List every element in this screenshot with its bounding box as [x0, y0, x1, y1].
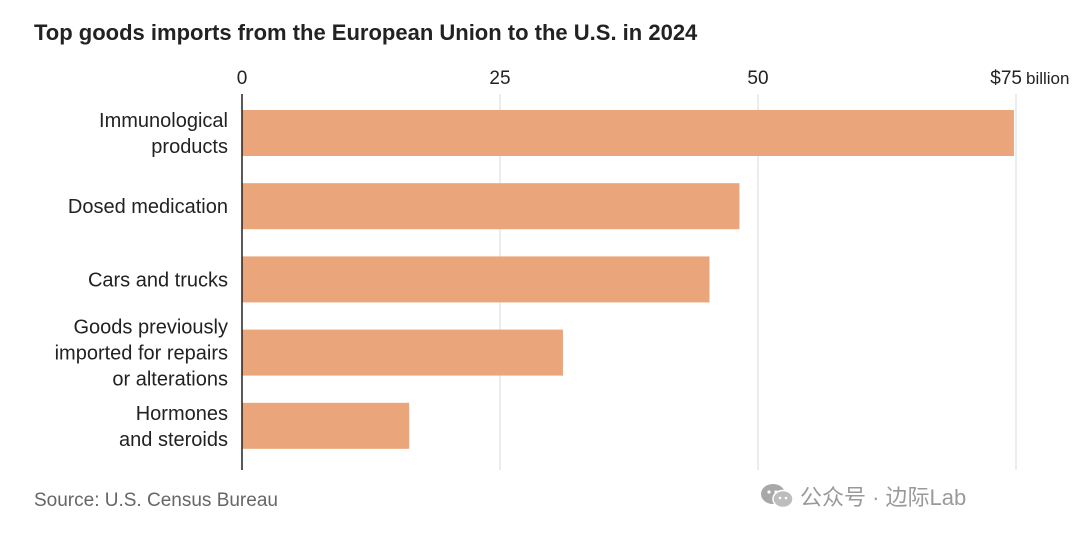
tick-labels: 0 25 50 $75 billion: [237, 68, 1070, 89]
bars: [242, 110, 1014, 449]
category-label: Dosed medication: [68, 196, 228, 218]
source-note: Source: U.S. Census Bureau: [34, 490, 278, 511]
tick-label: 50: [747, 68, 768, 89]
category-labels: Immunological products Dosed medication Car…: [55, 110, 228, 451]
bar: [242, 110, 1014, 156]
bar: [242, 183, 740, 230]
category-label: Cars and trucks: [88, 269, 228, 291]
tick-unit-label: billion: [1026, 69, 1069, 88]
bar: [242, 329, 563, 376]
bar: [242, 402, 410, 449]
wechat-icon: [761, 484, 794, 509]
tick-label: 0: [237, 68, 248, 89]
watermark-text: 公众号 · 边际Lab: [800, 485, 967, 510]
chart-title: Top goods imports from the European Unio…: [34, 20, 698, 45]
watermark: 公众号 · 边际Lab: [760, 480, 966, 512]
category-label: Immunological products: [99, 110, 228, 158]
tick-label: $75: [990, 68, 1022, 89]
category-label: Hormones and steroids: [119, 403, 228, 451]
bar: [242, 256, 710, 303]
category-label: Goods previously imported for repairs or a…: [55, 317, 228, 391]
tick-label: 25: [489, 68, 510, 89]
